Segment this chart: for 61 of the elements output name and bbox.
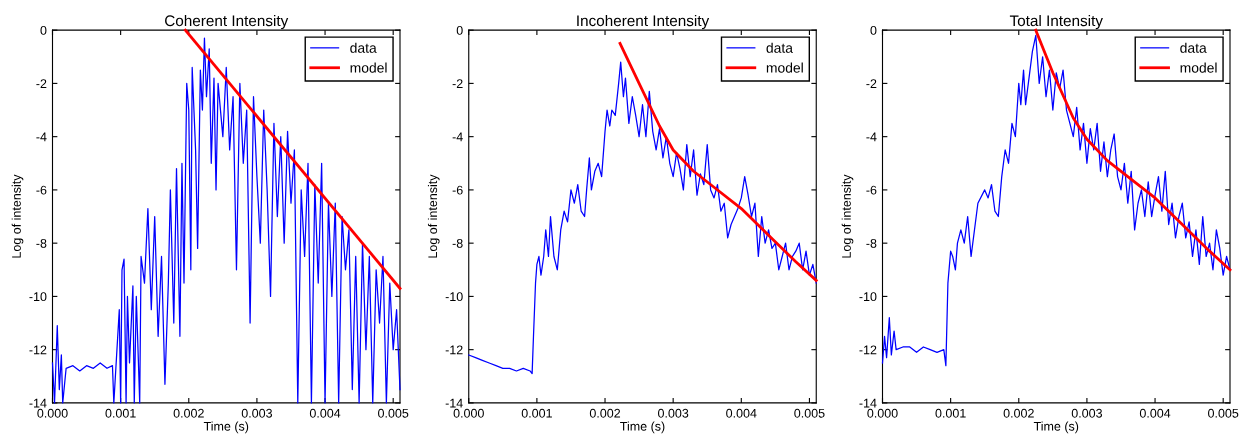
x-tick-label: 0.004	[1139, 408, 1171, 418]
y-tick-label: -10	[859, 292, 877, 302]
y-tick-label: -6	[452, 185, 463, 195]
y-tick-label: -6	[866, 185, 877, 195]
y-tick-label: -4	[866, 132, 877, 142]
y-tick-label: -2	[866, 79, 877, 88]
x-tick-label: 0.000	[867, 408, 898, 418]
x-tick-label: 0.001	[105, 408, 136, 418]
legend-label: data	[766, 42, 793, 53]
y-tick-label: 0	[40, 25, 47, 35]
x-tick-label: 0.003	[1071, 408, 1102, 418]
x-tick-label: 0.002	[1003, 408, 1034, 418]
y-tick-label: 0	[456, 25, 463, 35]
x-tick-label: 0.000	[37, 408, 68, 418]
legend-label: data	[350, 42, 377, 53]
legend-label: model	[766, 62, 803, 73]
x-tick-label: 0.005	[794, 408, 825, 418]
chart-title: Total Intensity	[1009, 14, 1103, 30]
y-tick-label: -6	[36, 185, 47, 195]
x-tick-label: 0.004	[309, 408, 341, 418]
y-tick-label: -8	[866, 238, 877, 248]
line-series	[881, 34, 1231, 367]
x-tick-label: 0.003	[658, 408, 689, 418]
legend-label: model	[1180, 62, 1217, 73]
x-tick-label: 0.003	[241, 408, 272, 418]
y-tick-label: -14	[445, 398, 463, 408]
y-tick-label: -12	[29, 345, 47, 355]
x-axis-title: Time (s)	[203, 421, 249, 434]
line-series	[1034, 28, 1232, 272]
line-series	[468, 61, 817, 375]
y-tick-label: -2	[452, 79, 463, 88]
x-tick-label: 0.005	[1208, 408, 1239, 418]
x-axis-title: Time (s)	[1033, 421, 1079, 434]
y-tick-label: -4	[36, 132, 47, 142]
y-tick-label: -14	[29, 398, 47, 408]
y-tick-label: -12	[445, 345, 463, 355]
x-axis-title: Time (s)	[620, 421, 665, 434]
chart-title: Coherent Intensity	[165, 14, 289, 30]
y-tick-label: -8	[452, 238, 463, 248]
x-tick-label: 0.002	[589, 408, 621, 418]
y-tick-label: -8	[36, 238, 47, 248]
y-axis-title: Log of intensity	[11, 174, 24, 258]
y-tick-label: -14	[859, 398, 877, 408]
y-tick-label: -10	[29, 292, 47, 302]
legend-label: data	[1180, 42, 1207, 53]
x-tick-label: 0.000	[453, 408, 484, 418]
y-tick-label: -10	[445, 292, 463, 302]
y-tick-label: 0	[870, 25, 877, 35]
x-tick-label: 0.005	[378, 408, 409, 418]
x-tick-label: 0.001	[935, 408, 966, 418]
x-tick-label: 0.001	[521, 408, 552, 418]
x-tick-label: 0.002	[173, 408, 204, 418]
line-series	[618, 42, 818, 282]
x-tick-label: 0.004	[726, 408, 757, 418]
y-tick-label: -12	[859, 345, 877, 355]
legend-label: model	[350, 62, 387, 73]
y-tick-label: -4	[452, 132, 463, 142]
y-axis-title: Log of intensity	[427, 174, 440, 258]
y-tick-label: -2	[36, 79, 47, 88]
y-axis-title: Log of intensity	[841, 174, 854, 258]
chart-title: Incoherent Intensity	[577, 14, 710, 30]
